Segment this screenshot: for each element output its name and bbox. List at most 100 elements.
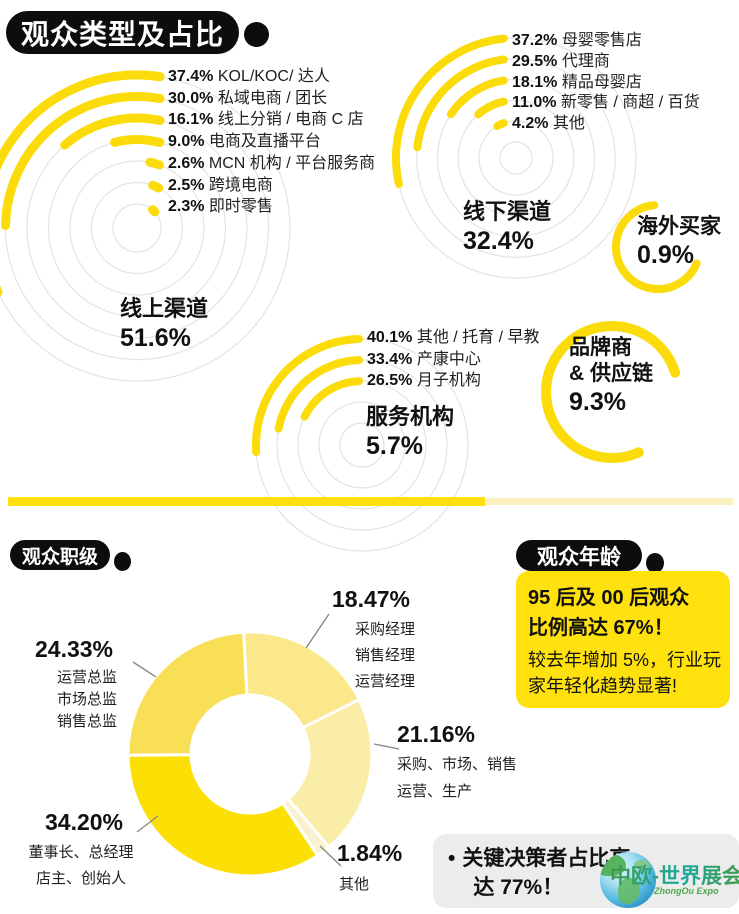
section-badge-age-label: 观众年龄 [537, 545, 621, 569]
offline-channel-item-label: 4.2% 其他 [512, 115, 585, 132]
offline-channel-item-label: 37.2% 母婴零售店 [512, 32, 642, 49]
age-headline-line1: 95 后及 00 后观众 [528, 587, 690, 609]
decision-note-line2: 达 77%！ [473, 876, 564, 899]
divider-pale [485, 498, 733, 505]
offline-channel-arc [474, 97, 508, 119]
leader-line [132, 661, 157, 678]
offline-channel-item-label: 18.1% 精品母婴店 [512, 73, 642, 91]
online-channel-arc [148, 205, 160, 217]
job-level-slice [286, 698, 374, 849]
offline-channel-center-label: 线下渠道 32.4% [463, 198, 551, 256]
service-org-center-label: 服务机构 5.7% [366, 403, 454, 461]
online-channel-arc [110, 135, 165, 148]
decorative-dot-top [244, 22, 269, 47]
brand-supply-value: 9.3% [569, 388, 626, 416]
offline-channel-track-circle [499, 141, 533, 175]
overseas-buyers-label: 海外买家 0.9% [637, 214, 721, 270]
service-organizations-arc [300, 377, 363, 421]
brand-supply-chain-ring-arc [541, 321, 681, 463]
offline-channel-track-circle [478, 120, 554, 196]
job-level-slice-value: 1.84% [337, 840, 403, 866]
overseas-buyers-name: 海外买家 [637, 215, 721, 238]
leader-line [319, 845, 342, 867]
leader-line [136, 815, 159, 833]
brand-supply-name-line1: 品牌商 [569, 336, 632, 359]
job-level-slice-label: 采购经理 销售经理 运营经理 [355, 621, 416, 690]
section-badge-job-level-label: 观众职级 [22, 546, 99, 568]
section-badge-audience-type-label: 观众类型及占比 [21, 18, 225, 50]
brand-supply-label: 品牌商 & 供应链 9.3% [569, 335, 653, 417]
online-channel-arc [60, 113, 165, 150]
online-channel-item-label: 30.0% 私域电商 / 团长 [168, 89, 328, 107]
offline-channel-item-label: 29.5% 代理商 [512, 52, 610, 70]
offline-channel-track-circle [416, 58, 616, 258]
service-organizations-item-label: 33.4% 产康中心 [367, 350, 481, 368]
job-level-slice-label: 运营总监 市场总监 销售总监 [57, 669, 118, 730]
decorative-dot-age [646, 553, 664, 573]
job-level-slice [126, 753, 320, 878]
online-channel-item-label: 2.3% 即时零售 [168, 198, 273, 216]
offline-channel-item-label: 11.0% 新零售 / 商超 / 百货 [512, 94, 700, 112]
online-channel-item-label: 16.1% 线上分销 / 电商 C 店 [168, 111, 364, 129]
offline-channel-name: 线下渠道 [463, 199, 552, 224]
job-level-slice-value: 34.20% [45, 809, 124, 835]
age-highlight-box: 95 后及 00 后观众 比例高达 67%！ 较去年增加 5%，行业玩 家年轻化… [516, 571, 730, 708]
online-channel-track-circle [90, 181, 184, 275]
age-subtext-line1: 较去年增加 5%，行业玩 [528, 650, 722, 670]
offline-channel-value: 32.4% [463, 227, 534, 255]
decision-makers-note: • 关键决策者占比高 达 77%！ [433, 834, 739, 908]
logo-chinese-name: 中欧-世界展会 [610, 860, 739, 890]
overseas-buyers-value: 0.9% [637, 241, 694, 269]
online-channel-item-label: 37.4% KOL/KOC/ 达人 [168, 68, 330, 85]
online-channel-arc [1, 92, 165, 231]
job-level-slice [126, 630, 249, 757]
offline-channel-track-circle [457, 99, 575, 217]
age-subtext-line2: 家年轻化趋势显著! [528, 676, 678, 696]
service-organizations-track-circle [318, 401, 406, 489]
decision-note-line1: 关键决策者占比高 [462, 847, 631, 870]
job-level-slice-value: 24.33% [35, 636, 114, 662]
online-channel-center-label: 线上渠道 51.6% [120, 295, 208, 353]
section-badge-job-level: 观众职级 [10, 540, 111, 570]
age-headline-line2: 比例高达 67%！ [528, 617, 674, 639]
job-level-slice-label: 董事长、总经理 店主、创始人 [28, 844, 134, 887]
decorative-dot-job [114, 552, 131, 571]
job-level-slice-label: 采购、市场、销售 运营、生产 [397, 756, 518, 800]
offline-channel-arc [493, 119, 508, 131]
section-badge-age: 观众年龄 [516, 540, 642, 571]
online-channel-value: 51.6% [120, 324, 191, 352]
leader-line [305, 613, 330, 649]
job-level-slice-label: 其他 [339, 876, 370, 893]
job-level-slice-value: 21.16% [397, 721, 476, 747]
logo-english-name: ZhongOu Expo [654, 886, 719, 896]
online-channel-item-label: 2.5% 跨境电商 [168, 176, 273, 194]
offline-channel-arc [392, 34, 508, 189]
online-channel-name: 线上渠道 [120, 296, 209, 321]
offline-channel-arc [446, 76, 508, 119]
leader-line [373, 743, 400, 750]
online-channel-item-label: 9.0% 电商及直播平台 [168, 133, 321, 151]
overseas-buyers-ring-arc [612, 201, 701, 293]
service-organizations-item-label: 26.5% 月子机构 [367, 372, 481, 389]
online-channel-arc [0, 70, 165, 297]
bullet-icon: • [448, 847, 456, 870]
online-channel-track-circle [112, 203, 162, 253]
service-org-value: 5.7% [366, 432, 423, 460]
online-channel-track-circle [69, 160, 205, 296]
online-channel-item-label: 2.6% MCN 机构 / 平台服务商 [168, 154, 376, 172]
section-badge-audience-type: 观众类型及占比 [6, 11, 240, 54]
service-organizations-arc [252, 335, 364, 457]
service-organizations-item-label: 40.1% 其他 / 托育 / 早教 [367, 329, 540, 346]
zhongou-expo-logo: 中欧-世界展会 ZhongOu Expo [596, 846, 739, 912]
offline-channel-track-circle [436, 78, 596, 238]
brand-supply-name-line2: & 供应链 [569, 362, 653, 385]
service-organizations-track-circle [339, 422, 385, 468]
online-channel-arc [145, 157, 165, 170]
job-level-slice-value: 18.47% [332, 586, 411, 612]
online-channel-arc [148, 180, 164, 193]
divider-bright [8, 497, 485, 506]
job-level-slice [242, 630, 361, 730]
service-organizations-arc [274, 356, 364, 433]
